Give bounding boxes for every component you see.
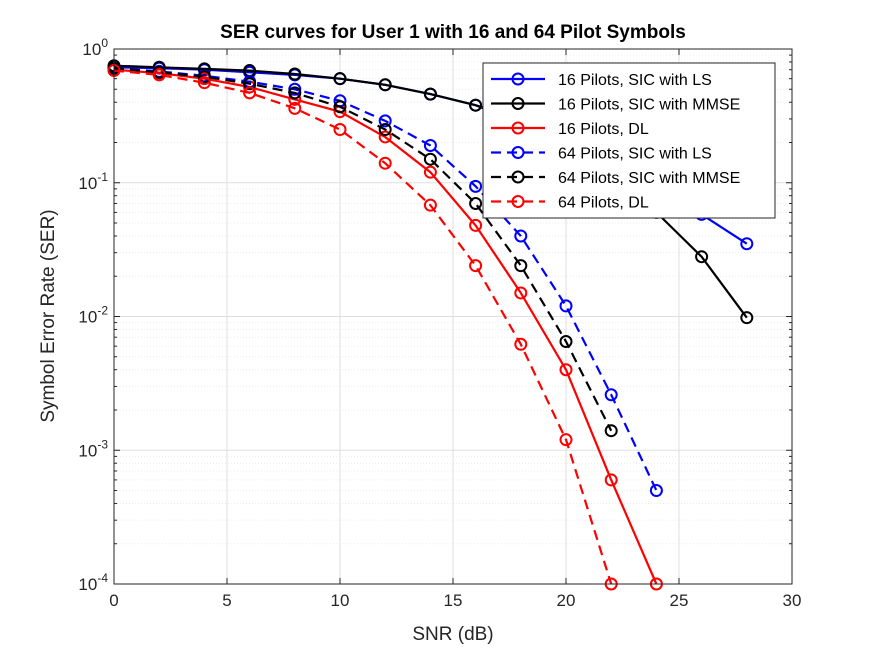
x-axis-label: SNR (dB) xyxy=(412,624,493,645)
series-marker xyxy=(604,388,618,402)
legend-box xyxy=(482,62,776,219)
series-marker xyxy=(514,259,528,273)
legend-marker xyxy=(511,121,525,135)
series-marker xyxy=(423,138,437,152)
x-tick-label: 5 xyxy=(222,591,231,610)
series-marker xyxy=(197,62,211,76)
series-marker xyxy=(559,433,573,447)
series-marker xyxy=(604,473,618,487)
series-marker xyxy=(649,484,663,498)
series-marker xyxy=(469,98,483,112)
y-axis-label: Symbol Error Rate (SER) xyxy=(38,209,59,422)
series-marker xyxy=(243,86,257,100)
legend-label: 16 Pilots, DL xyxy=(558,121,649,138)
legend-marker xyxy=(511,170,525,184)
series-line xyxy=(113,69,613,585)
series-marker xyxy=(378,114,392,128)
legend-label: 64 Pilots, DL xyxy=(558,195,649,212)
legend-marker xyxy=(511,97,525,110)
series-marker xyxy=(333,100,347,114)
x-tick-label: 0 xyxy=(109,591,118,610)
x-tick-label: 25 xyxy=(670,591,689,610)
series-line xyxy=(113,68,658,585)
legend-marker xyxy=(511,195,525,208)
legend-label: 64 Pilots, SIC with LS xyxy=(558,146,712,163)
y-tick-label: 10-2 xyxy=(78,304,108,327)
series-marker xyxy=(423,198,437,212)
chart-title: SER curves for User 1 with 16 and 64 Pil… xyxy=(220,22,686,43)
series-marker xyxy=(469,218,483,232)
series-marker xyxy=(152,68,166,82)
series-marker xyxy=(378,123,392,137)
series-marker xyxy=(333,123,347,137)
legend-label: 16 Pilots, SIC with MMSE xyxy=(558,97,740,114)
series-marker xyxy=(604,424,618,438)
series-marker xyxy=(514,229,528,243)
series-marker xyxy=(469,259,483,273)
series-marker xyxy=(423,152,437,166)
x-tick-label: 15 xyxy=(444,591,463,610)
series-marker xyxy=(288,86,302,100)
series-marker xyxy=(559,363,573,377)
y-tick-label: 10-1 xyxy=(78,170,108,193)
ticks: 100 10-1 10-2 10-3 10-40 5 10 15 20 25 30 xyxy=(78,36,801,610)
series-marker xyxy=(695,250,709,264)
series-marker xyxy=(559,299,573,313)
legend-marker xyxy=(511,72,525,86)
series-marker xyxy=(378,130,392,144)
series-marker xyxy=(333,72,347,86)
series-marker xyxy=(559,335,573,349)
x-tick-label: 20 xyxy=(557,591,576,610)
series-marker xyxy=(288,101,302,115)
series-marker xyxy=(423,87,437,101)
series-line xyxy=(113,67,658,491)
series-marker xyxy=(740,237,754,251)
series-line xyxy=(113,67,613,432)
legend-label: 64 Pilots, SIC with MMSE xyxy=(558,170,740,187)
legend-label: 16 Pilots, SIC with LS xyxy=(558,72,712,89)
series-marker xyxy=(197,70,211,84)
legend: 16 Pilots, SIC with LS 16 Pilots, SIC wit… xyxy=(482,62,776,219)
series-marker xyxy=(288,67,302,81)
series-marker xyxy=(378,156,392,170)
x-tick-label: 10 xyxy=(331,591,350,610)
series-marker xyxy=(243,77,257,91)
x-tick-label: 30 xyxy=(783,591,802,610)
series-marker xyxy=(423,165,437,179)
series-marker xyxy=(514,337,528,351)
legend-marker xyxy=(511,146,525,159)
series-marker xyxy=(514,286,528,300)
y-tick-label: 10-4 xyxy=(78,571,108,594)
series-marker xyxy=(740,311,754,325)
series-marker xyxy=(469,196,483,210)
series-marker xyxy=(288,82,302,96)
series-marker xyxy=(378,78,392,92)
series-marker xyxy=(197,76,211,90)
series-marker xyxy=(469,179,483,193)
y-tick-label: 100 xyxy=(82,36,108,59)
y-tick-label: 10-3 xyxy=(78,437,108,460)
